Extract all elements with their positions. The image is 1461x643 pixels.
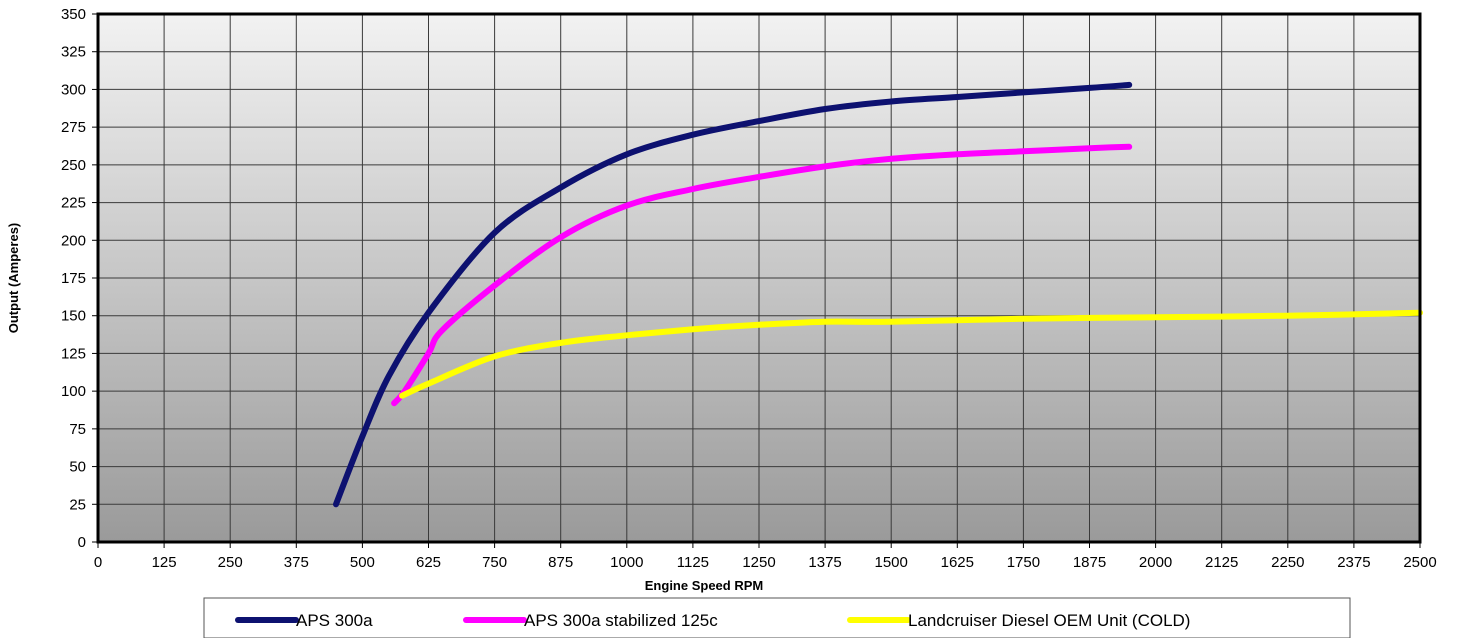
x-tick-label: 250 [218,554,243,571]
y-tick-label: 200 [61,232,86,249]
x-tick-label: 0 [94,554,102,571]
y-tick-label: 250 [61,157,86,174]
y-axis-label: Output (Amperes) [6,223,21,334]
x-tick-label: 1250 [742,554,775,571]
series-lines [333,81,1423,508]
legend-label-landcruiser-oem: Landcruiser Diesel OEM Unit (COLD) [908,611,1190,630]
x-tick-label: 375 [284,554,309,571]
y-tick-label: 50 [69,459,86,476]
series-line-landcruiser-oem [399,309,1423,399]
x-tick-label: 1875 [1073,554,1106,571]
x-tick-label: 750 [482,554,507,571]
y-tick-label: 25 [69,496,86,513]
x-tick-label: 2125 [1205,554,1238,571]
x-tick-label: 1000 [610,554,643,571]
x-tick-label: 500 [350,554,375,571]
plot-border [96,12,1422,544]
y-tick-label: 100 [61,383,86,400]
y-tick-label: 0 [78,534,86,551]
y-tick-label: 275 [61,119,86,136]
grid-lines [97,13,1421,543]
legend-label-aps-300a: APS 300a [296,611,373,630]
series-line-aps-300a [333,81,1133,508]
legend-label-aps-300a-stabilized: APS 300a stabilized 125c [524,611,718,630]
x-tick-label: 2375 [1337,554,1370,571]
y-tick-label: 150 [61,308,86,325]
y-tick-label: 300 [61,81,86,98]
legend: APS 300a APS 300a stabilized 125c Landcrui… [203,597,1351,639]
x-tick-label: 1375 [808,554,841,571]
x-tick-label: 1500 [875,554,908,571]
x-tick-label: 2500 [1403,554,1436,571]
x-axis-label: Engine Speed RPM [645,578,763,593]
x-tick-label: 2000 [1139,554,1172,571]
x-tick-label: 2250 [1271,554,1304,571]
tick-labels: 0 125 250 375 500 625 750 875 1000 1125 1250 1375 15… [61,6,1437,571]
x-tick-label: 1625 [941,554,974,571]
x-tick-label: 125 [152,554,177,571]
y-tick-label: 75 [69,421,86,438]
y-tick-label: 325 [61,44,86,61]
series-line-aps-300a-stabilized [391,143,1133,407]
x-tick-label: 1125 [677,554,709,571]
x-tick-label: 1750 [1007,554,1040,571]
y-tick-label: 125 [61,345,86,362]
y-tick-label: 175 [61,270,86,287]
y-tick-label: 225 [61,195,86,212]
x-tick-label: 625 [416,554,441,571]
x-tick-label: 875 [548,554,573,571]
y-tick-label: 350 [61,6,86,23]
